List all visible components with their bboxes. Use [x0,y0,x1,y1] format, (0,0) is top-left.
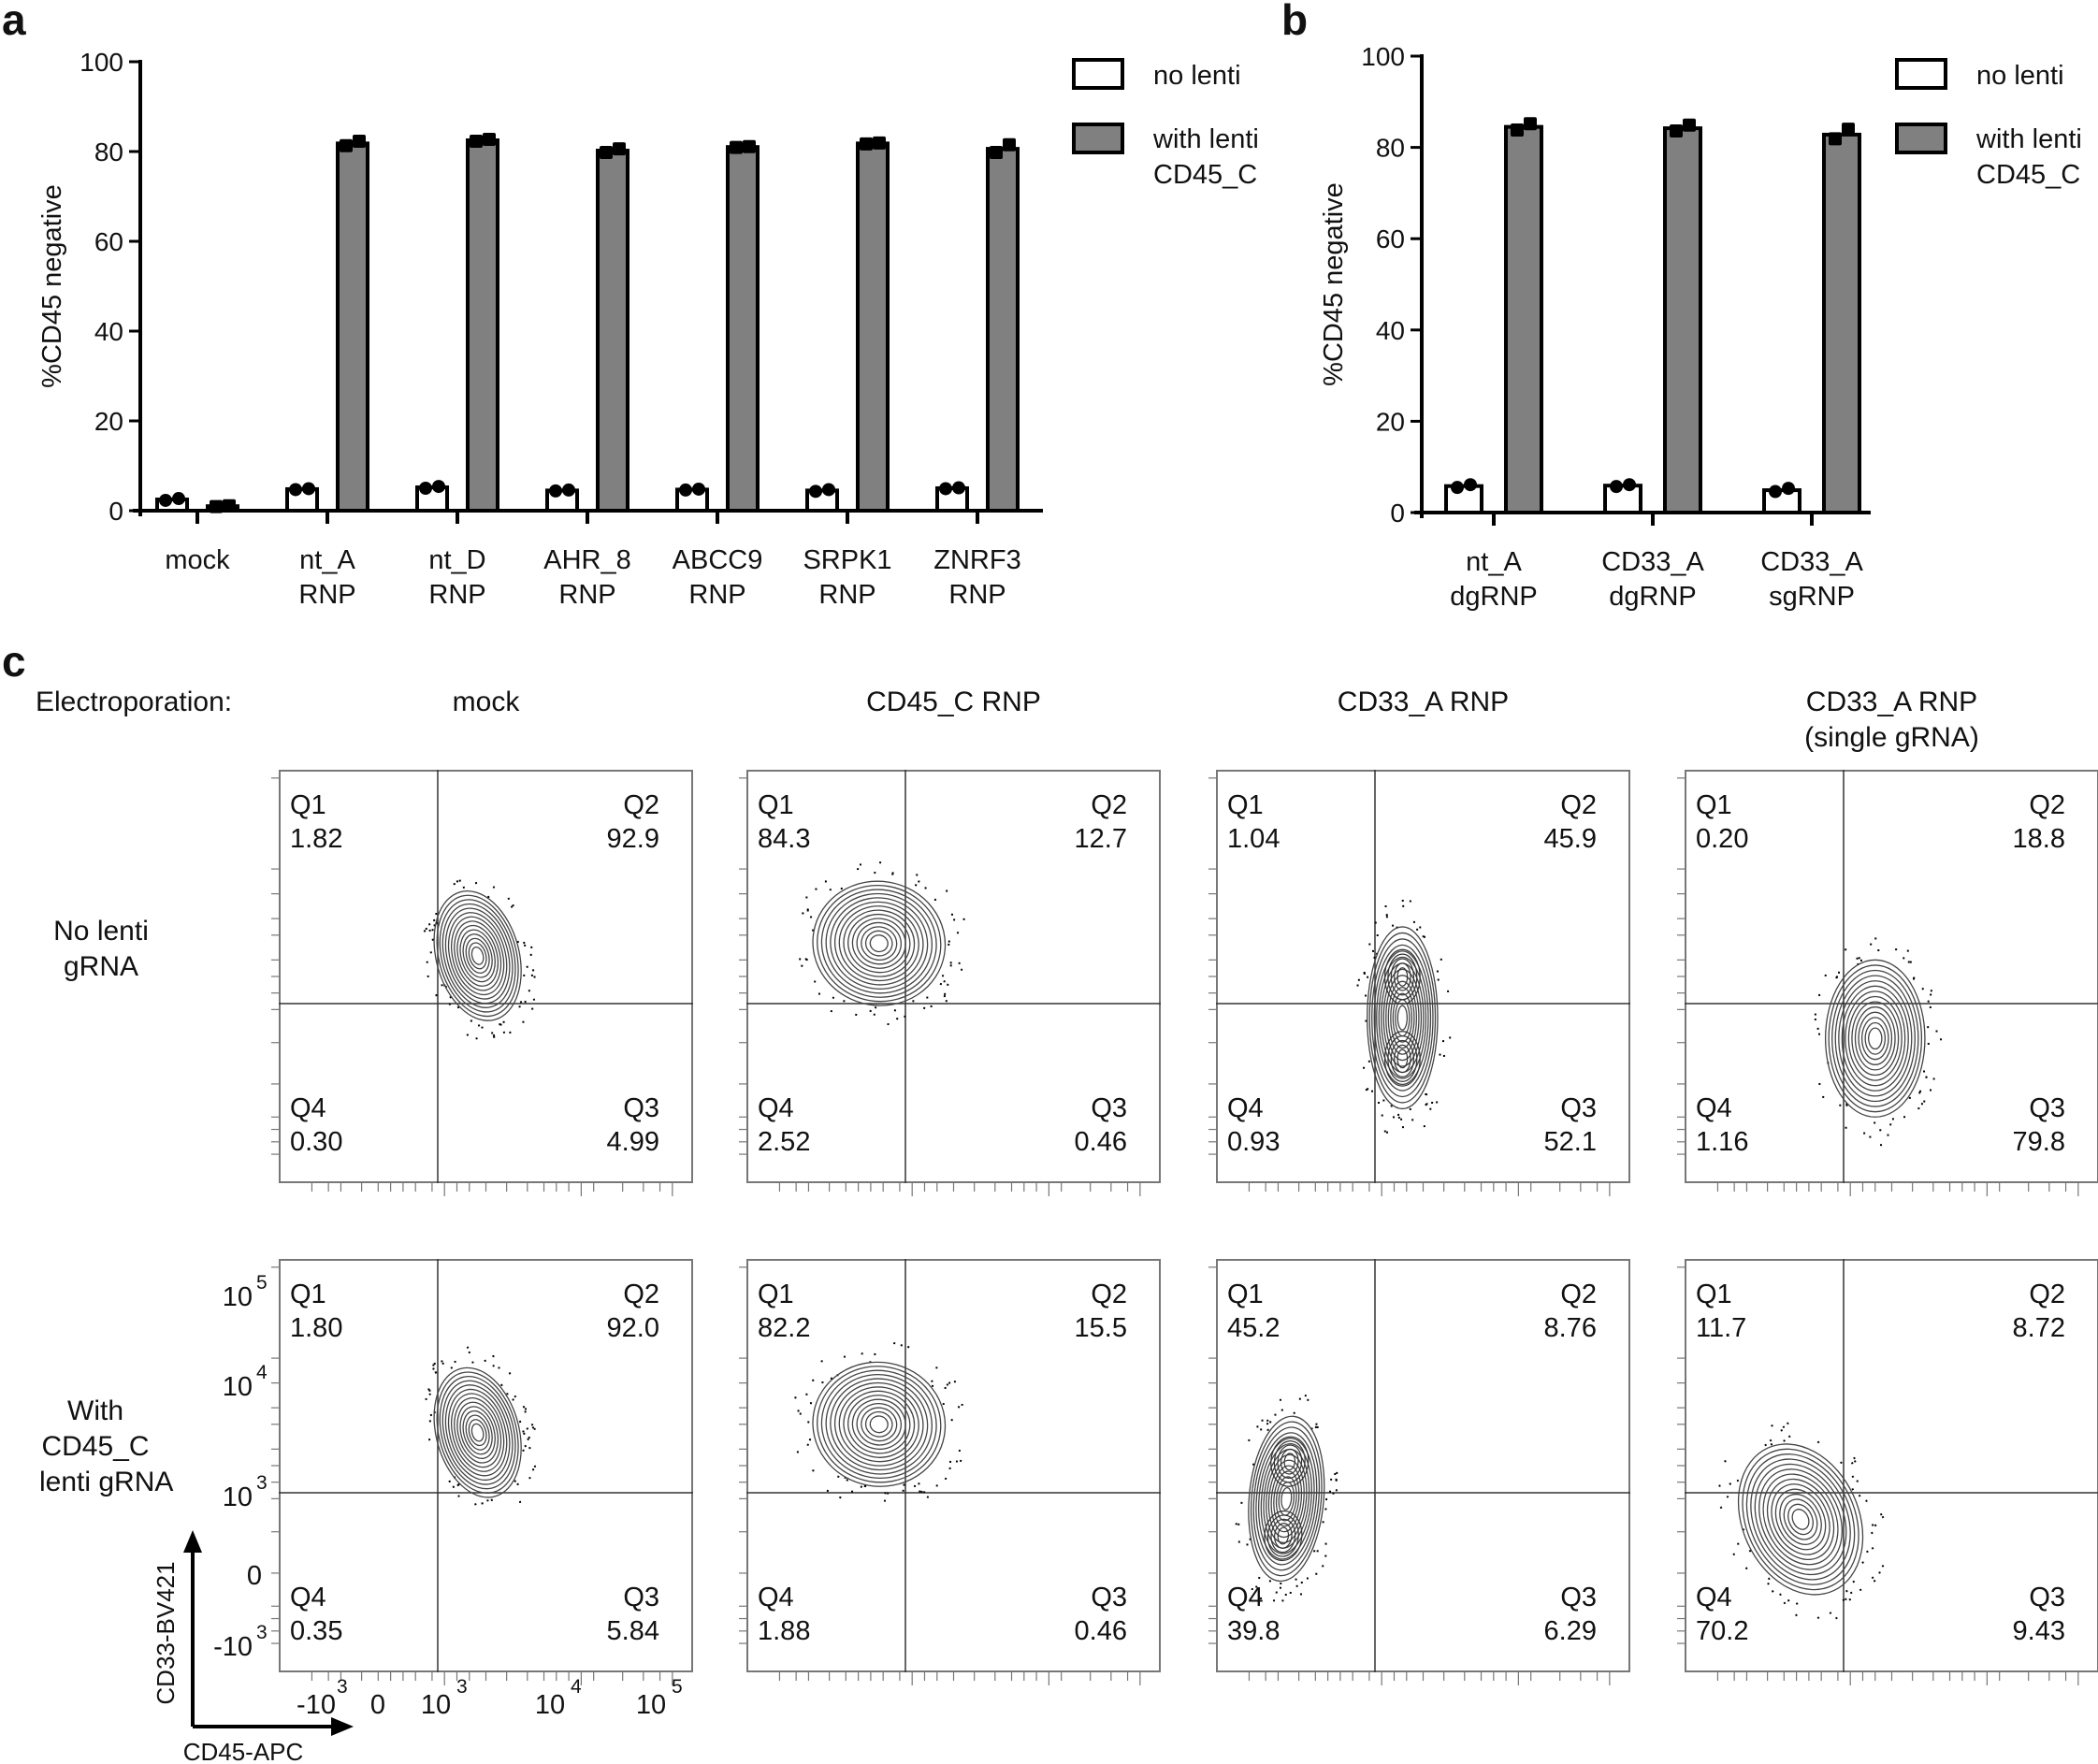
x-axis-tick-label: 10 [636,1690,666,1720]
y-axis-tick-label: 10 [223,1372,253,1402]
facs-axis-labels: 10510410 30-10 3-1030 103104105CD33-BV421CD… [0,0,2098,1764]
facs-y-axis-label: CD33-BV421 [152,1561,180,1704]
x-axis-tick-label: -10 [297,1690,336,1720]
x-axis-tick-exponent: 4 [571,1676,582,1698]
y-axis-tick-exponent: 3 [256,1472,268,1494]
facs-x-axis-label: CD45-APC [183,1738,304,1764]
y-arrow-head-icon [183,1530,202,1553]
y-axis-tick-exponent: 5 [256,1272,268,1294]
y-axis-tick-label: 10 [223,1282,253,1312]
x-axis-tick-exponent: 5 [672,1676,683,1698]
y-axis-tick-exponent: 4 [256,1362,268,1383]
x-axis-tick-label: 0 [370,1690,385,1720]
x-axis-tick-label: 10 [421,1690,451,1720]
x-axis-tick-label: 10 [535,1690,565,1720]
y-axis-tick-label: 10 [223,1482,253,1512]
y-axis-tick-exponent: 3 [256,1622,268,1643]
y-axis-tick-label: 0 [247,1561,262,1591]
x-axis-tick-exponent: 3 [337,1676,348,1698]
x-arrow-head-icon [331,1717,354,1736]
y-axis-tick-label: -10 [213,1632,253,1662]
x-axis-tick-exponent: 3 [456,1676,468,1698]
